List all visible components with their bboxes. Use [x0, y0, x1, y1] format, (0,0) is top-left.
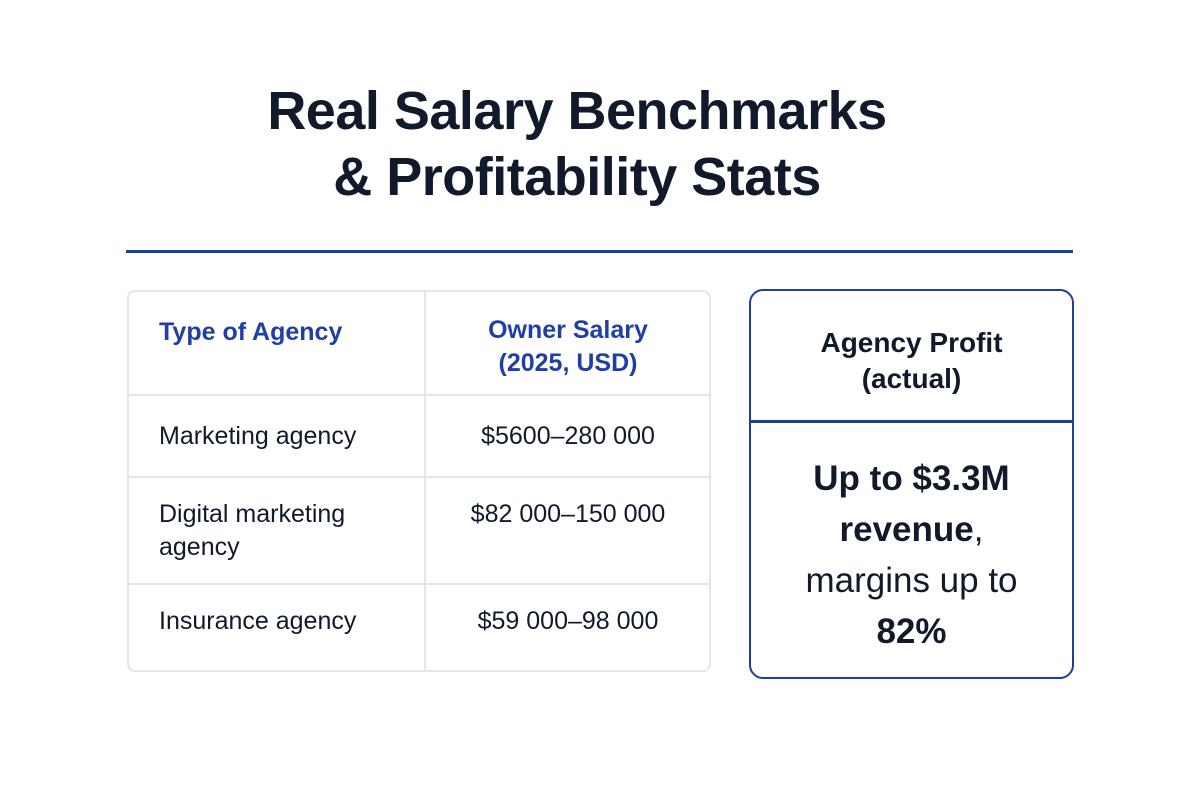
column-header: Type of Agency [159, 318, 343, 346]
card-body: Up to $3.3M revenue, margins up to 82% [751, 453, 1072, 657]
owner-salary: $5600–280 000 [481, 422, 655, 450]
card-text: Up to $3.3M revenue [813, 459, 1020, 549]
title: Real Salary Benchmarks & Profitability S… [0, 78, 1154, 210]
card-title: Agency Profit (actual) [820, 327, 1003, 394]
card-text: , margins up to [805, 510, 1028, 600]
divider [126, 250, 1073, 253]
table-row: Insurance agency $59 000–98 000 [129, 583, 709, 672]
owner-salary: $82 000–150 000 [470, 500, 666, 528]
column-header: Owner Salary (2025, USD) [488, 316, 648, 377]
agency-type: Digital marketing agency [159, 500, 346, 561]
profit-card: Agency Profit (actual) Up to $3.3M reven… [749, 289, 1074, 679]
agency-type: Insurance agency [159, 607, 357, 635]
table-row: Digital marketing agency $82 000–150 000 [129, 476, 709, 583]
salary-table: Type of Agency Owner Salary (2025, USD) … [127, 290, 711, 672]
agency-type: Marketing agency [159, 422, 357, 450]
card-divider [751, 420, 1072, 423]
card-text: 82% [876, 612, 947, 651]
title-line: Real Salary Benchmarks [267, 81, 887, 141]
title-line: & Profitability Stats [333, 147, 821, 207]
header-row: Type of Agency Owner Salary (2025, USD) [129, 292, 709, 394]
column-divider [424, 292, 426, 670]
owner-salary: $59 000–98 000 [477, 607, 659, 635]
table-row: Marketing agency $5600–280 000 [129, 394, 709, 476]
